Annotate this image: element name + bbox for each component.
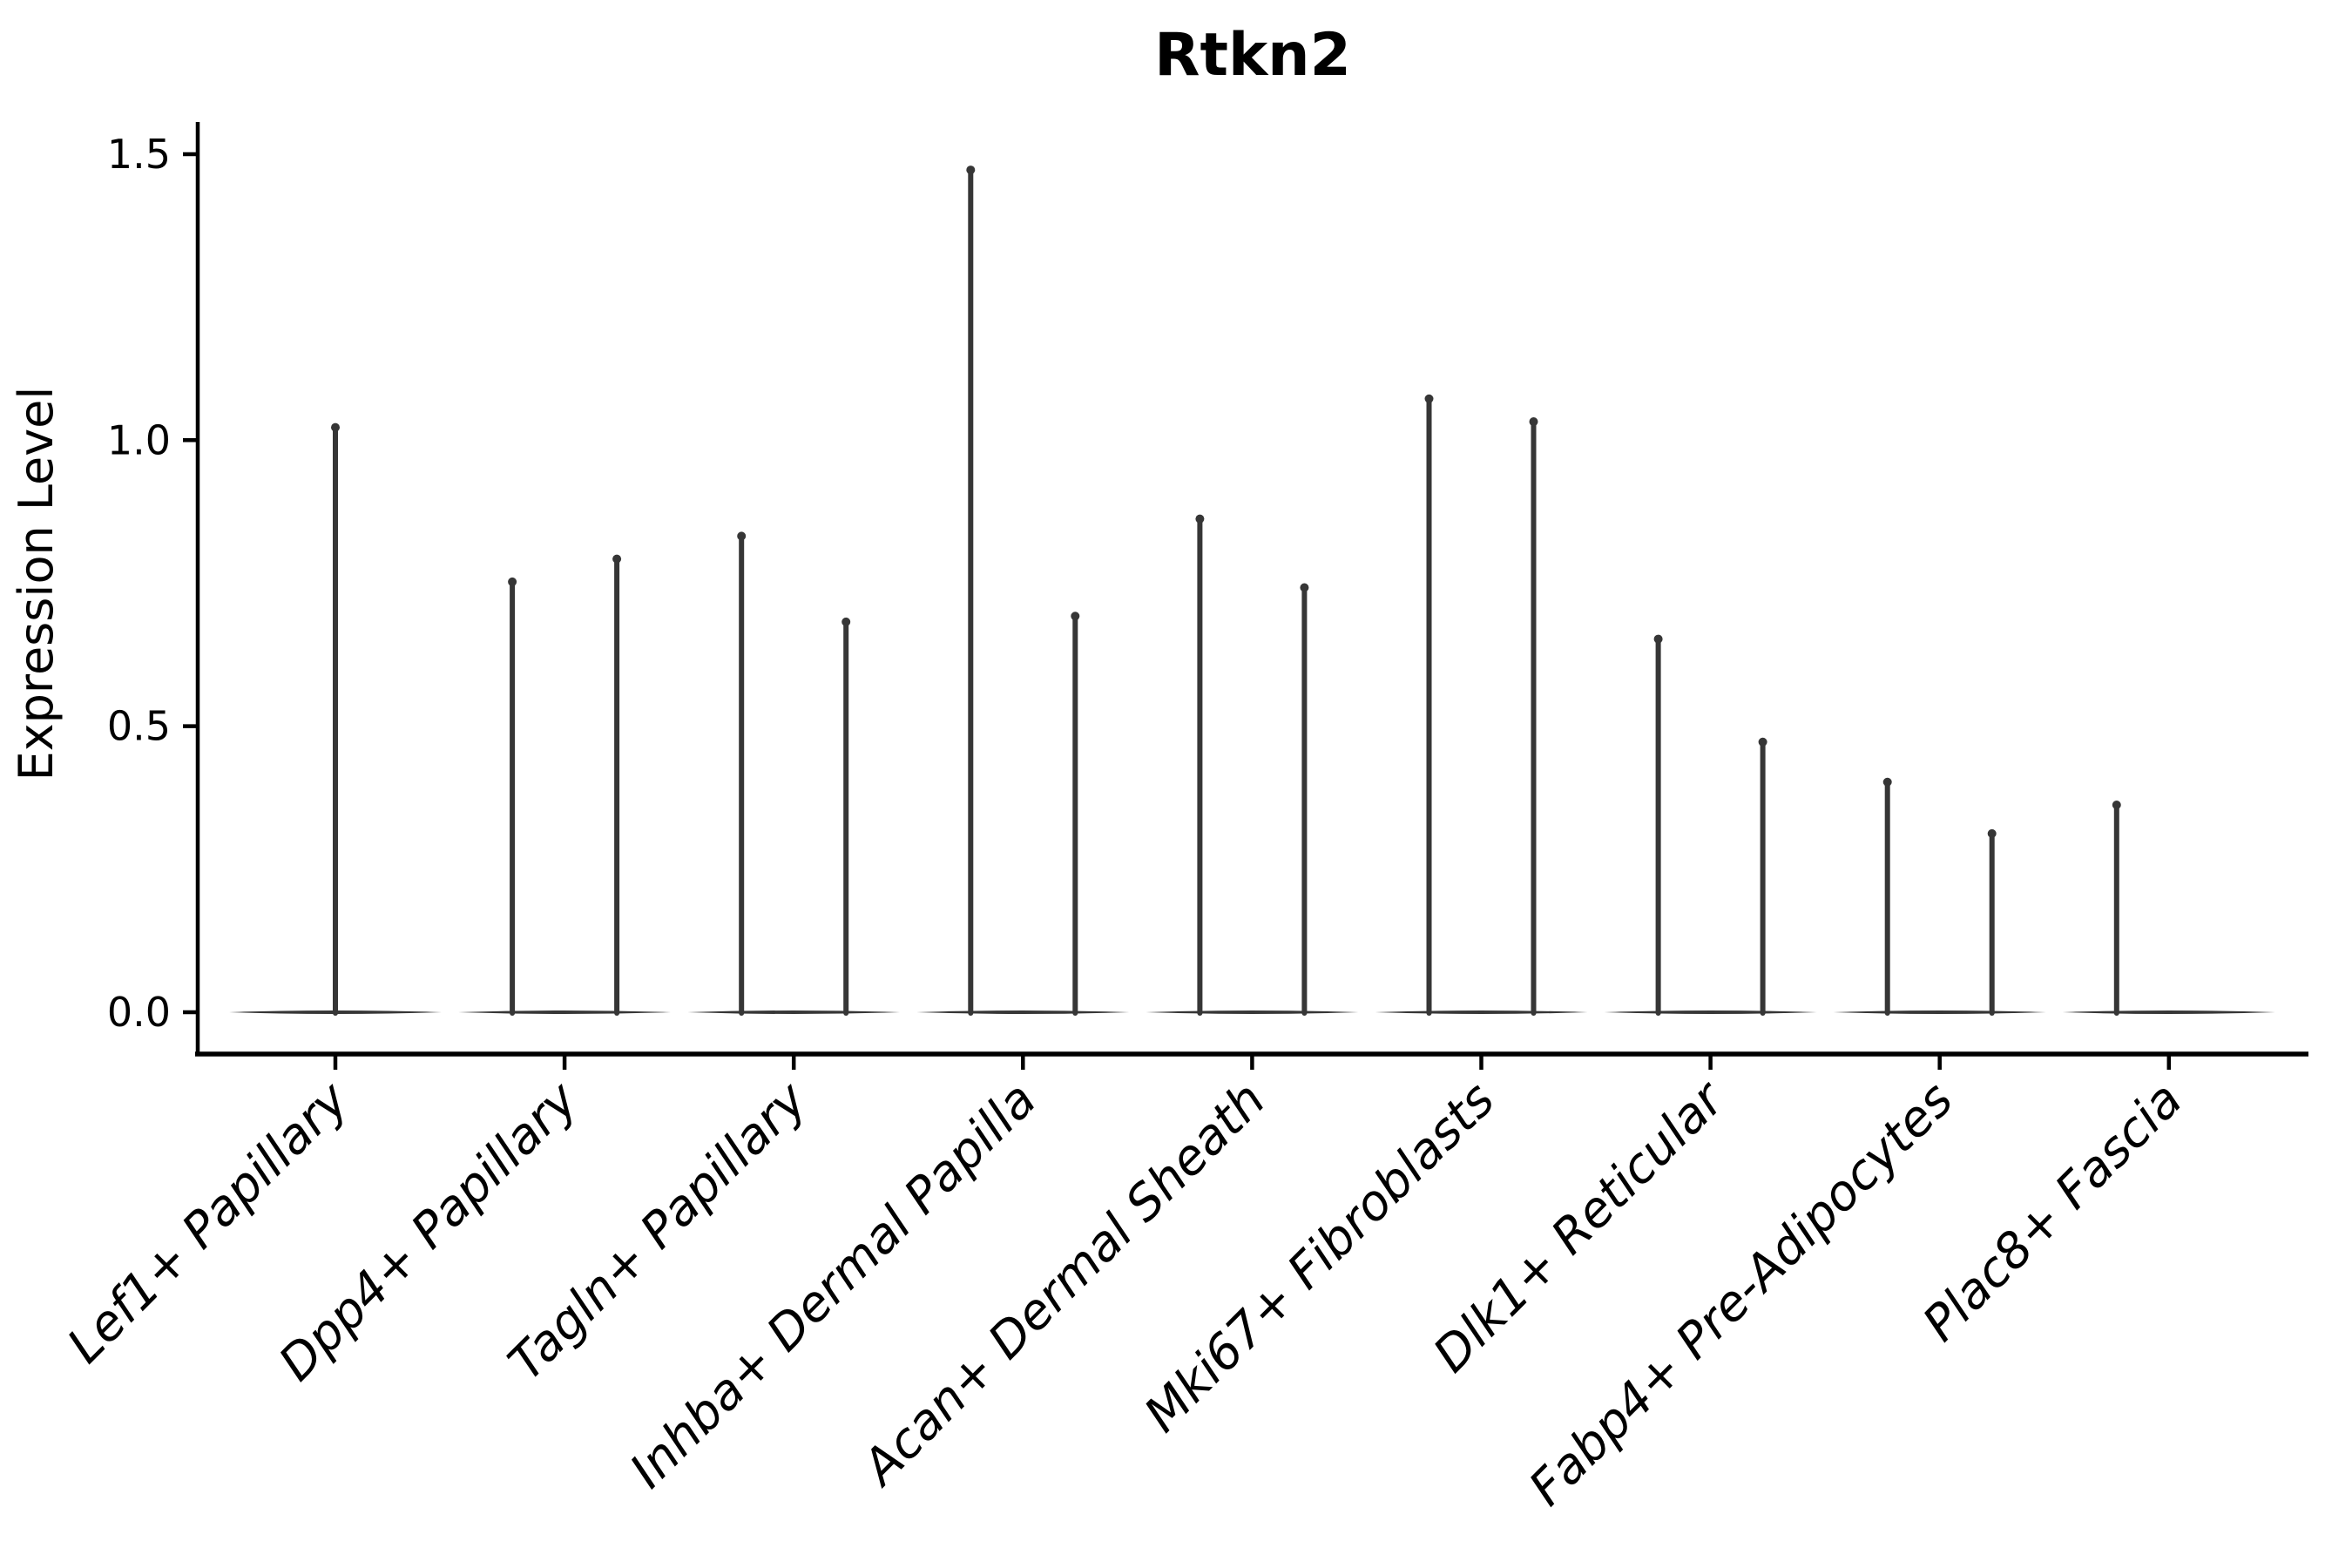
axes: 0.0 0.5 1.0 1.5 [107, 122, 2308, 1070]
x-tick-label: Inhba+ Dermal Papilla [619, 1071, 1047, 1499]
violin-spike-tip [1195, 514, 1205, 524]
violin-spike-tip [1758, 737, 1767, 747]
violin-spike-tip [508, 577, 517, 586]
violin [2062, 801, 2275, 1016]
violin [687, 531, 901, 1016]
violin-base [1833, 1010, 2046, 1014]
violin-spike-tip [331, 422, 340, 432]
violin-spike-tip [1424, 394, 1434, 403]
violin-spike-tip [1987, 828, 1997, 838]
y-tick-label: 0.0 [107, 989, 171, 1036]
violin-spike-tip [1300, 583, 1309, 592]
violin-base [1146, 1010, 1359, 1014]
violin [1833, 777, 2046, 1016]
x-tick-label: Acan+ Dermal Sheath [850, 1071, 1276, 1497]
violin [1375, 394, 1588, 1016]
violin-base [1604, 1010, 1817, 1014]
violin-spike-tip [1653, 634, 1663, 644]
violin-base [2062, 1010, 2275, 1014]
y-tick-label: 1.0 [107, 416, 171, 463]
violin [1146, 514, 1359, 1016]
violin-base [458, 1010, 672, 1014]
x-tick-label: Fabp4+ Pre-Adipocytes [1518, 1071, 1963, 1517]
y-tick-label: 1.5 [107, 131, 171, 178]
violin-spike-tip [1882, 777, 1892, 787]
violin [229, 422, 442, 1016]
violin-spike-tip [1529, 417, 1538, 427]
chart-title: Rtkn2 [1154, 21, 1351, 90]
violin-base [687, 1010, 901, 1014]
violin-spike-tip [966, 166, 976, 175]
y-axis-label: Expression Level [9, 387, 64, 781]
violin-spike-tip [2112, 801, 2121, 810]
violin-base [916, 1010, 1130, 1014]
violin-series [229, 166, 2275, 1016]
violin-spike-tip [1071, 612, 1080, 621]
y-tick-label: 0.5 [107, 703, 171, 750]
violin [1604, 634, 1817, 1016]
violin-base [1375, 1010, 1588, 1014]
violin-spike-tip [737, 531, 747, 541]
violin [458, 554, 672, 1016]
violin [916, 166, 1130, 1016]
violin-spike-tip [841, 617, 851, 626]
violin-spike-tip [612, 554, 622, 564]
